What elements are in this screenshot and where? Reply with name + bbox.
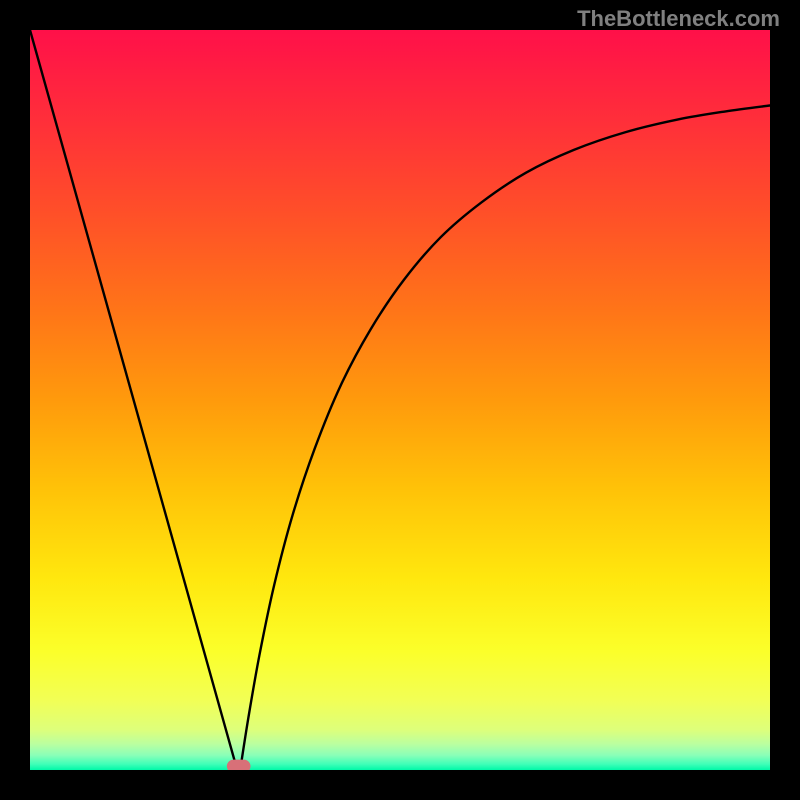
gradient-background [30, 30, 770, 770]
plot-area [30, 30, 770, 770]
chart-container: TheBottleneck.com [0, 0, 800, 800]
chart-svg [30, 30, 770, 770]
watermark-text: TheBottleneck.com [577, 6, 780, 32]
curve-minimum-marker [227, 760, 251, 770]
